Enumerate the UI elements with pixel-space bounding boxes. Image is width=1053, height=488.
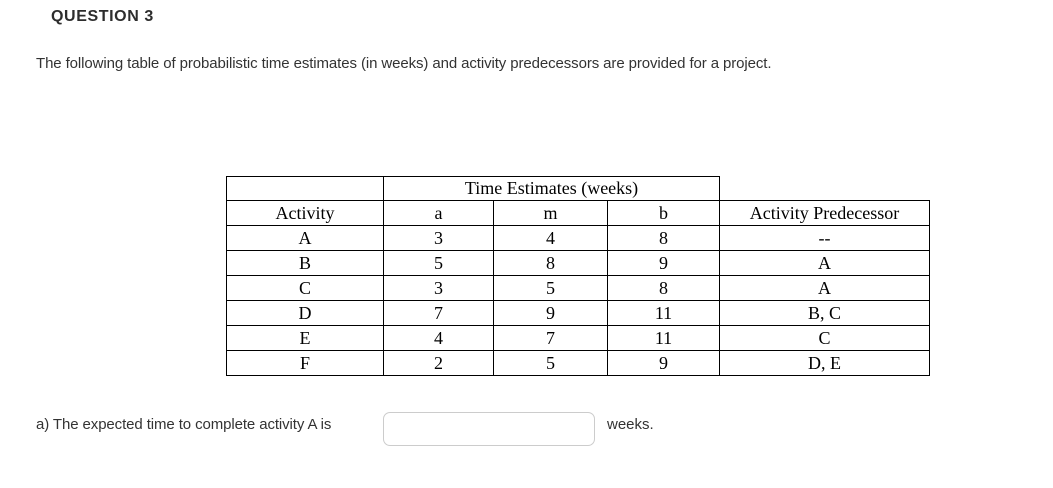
cell-predecessor: D, E [719, 350, 931, 376]
cell-b: 11 [606, 325, 721, 351]
cell-a: 7 [383, 300, 494, 326]
column-header-b: b [606, 200, 721, 226]
cell-b: 9 [606, 250, 721, 276]
cell-predecessor: A [719, 250, 931, 276]
question-number-heading: QUESTION 3 [51, 8, 154, 25]
cell-m: 8 [493, 250, 608, 276]
answer-input[interactable] [383, 412, 595, 446]
time-estimates-table-container: Time Estimates (weeks) Activity a m b Ac… [226, 176, 931, 376]
empty-corner-cell [226, 176, 384, 201]
table-row: E 4 7 11 C [226, 325, 931, 351]
cell-activity: D [226, 300, 384, 326]
cell-b: 9 [606, 350, 721, 376]
cell-a: 5 [383, 250, 494, 276]
cell-predecessor: -- [719, 225, 931, 251]
table-column-header-row: Activity a m b Activity Predecessor [226, 200, 931, 226]
table-span-header-row: Time Estimates (weeks) [226, 176, 930, 201]
column-header-a: a [383, 200, 494, 226]
answer-prompt-text: a) The expected time to complete activit… [36, 416, 332, 433]
cell-a: 2 [383, 350, 494, 376]
cell-b: 8 [606, 275, 721, 301]
column-header-predecessor: Activity Predecessor [719, 200, 931, 226]
cell-activity: C [226, 275, 384, 301]
table-row: A 3 4 8 -- [226, 225, 931, 251]
table-row: F 2 5 9 D, E [226, 350, 931, 376]
cell-b: 8 [606, 225, 721, 251]
cell-m: 5 [493, 275, 608, 301]
table-row: C 3 5 8 A [226, 275, 931, 301]
cell-activity: A [226, 225, 384, 251]
cell-m: 5 [493, 350, 608, 376]
column-header-activity: Activity [226, 200, 384, 226]
phantom-corner-cell [720, 177, 930, 201]
cell-activity: F [226, 350, 384, 376]
table-row: D 7 9 11 B, C [226, 300, 931, 326]
time-estimates-span-header: Time Estimates (weeks) [382, 176, 721, 201]
cell-activity: E [226, 325, 384, 351]
cell-a: 3 [383, 225, 494, 251]
cell-m: 9 [493, 300, 608, 326]
question-intro-text: The following table of probabilistic tim… [36, 55, 772, 72]
answer-unit-text: weeks. [607, 416, 654, 433]
cell-m: 4 [493, 225, 608, 251]
cell-a: 4 [383, 325, 494, 351]
cell-b: 11 [606, 300, 721, 326]
cell-predecessor: A [719, 275, 931, 301]
cell-predecessor: B, C [719, 300, 931, 326]
time-estimates-table: Time Estimates (weeks) Activity a m b Ac… [226, 176, 931, 376]
cell-predecessor: C [719, 325, 931, 351]
cell-activity: B [226, 250, 384, 276]
column-header-m: m [493, 200, 608, 226]
cell-a: 3 [383, 275, 494, 301]
cell-m: 7 [493, 325, 608, 351]
table-row: B 5 8 9 A [226, 250, 931, 276]
